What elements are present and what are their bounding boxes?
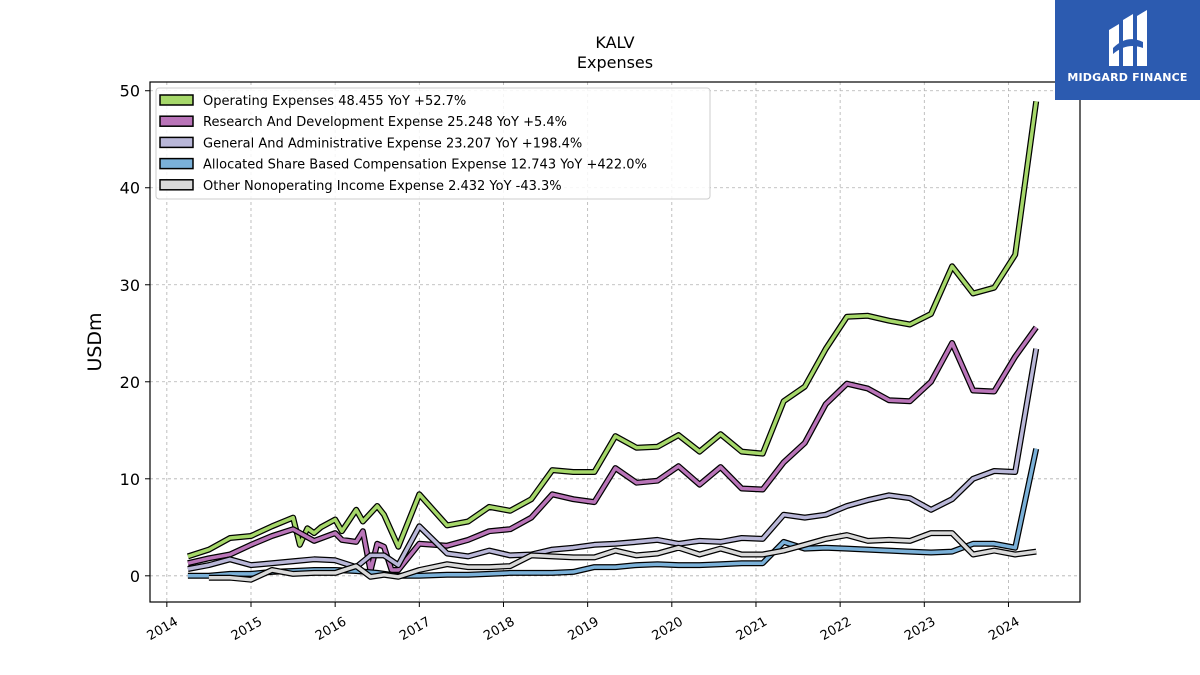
series-1 xyxy=(186,100,1040,560)
x-tick-label: 2024 xyxy=(986,614,1022,644)
y-axis-label: USDm xyxy=(84,312,106,371)
legend-label: Research And Development Expense 25.248 … xyxy=(203,115,567,130)
x-tick-label: 2017 xyxy=(397,614,433,644)
legend-item: Allocated Share Based Compensation Expen… xyxy=(159,157,647,173)
x-tick-label: 2020 xyxy=(650,614,686,644)
legend-label: Operating Expenses 48.455 YoY +52.7% xyxy=(203,94,466,109)
legend-swatch xyxy=(159,115,194,127)
x-axis: 2014 2015 2016 2017 2018 2019 2020 2021 2022 2023… xyxy=(145,602,1022,644)
x-tick-label: 2023 xyxy=(902,614,938,644)
series-line xyxy=(187,101,1038,559)
legend-label: Allocated Share Based Compensation Expen… xyxy=(203,158,647,173)
legend-label: General And Administrative Expense 23.20… xyxy=(203,136,582,151)
y-axis: 0 10 20 30 40 50 xyxy=(120,82,150,586)
legend-label: Other Nonoperating Income Expense 2.432 … xyxy=(203,179,562,194)
series-line xyxy=(187,348,1038,571)
x-tick-label: 2021 xyxy=(734,614,770,644)
y-tick-label: 50 xyxy=(120,82,140,101)
series-3 xyxy=(187,348,1040,572)
legend-swatch xyxy=(159,94,194,106)
series-5 xyxy=(208,530,1037,583)
series-line xyxy=(208,531,1037,582)
legend-swatch xyxy=(159,179,194,191)
series-2 xyxy=(187,325,1039,574)
legend-item: Other Nonoperating Income Expense 2.432 … xyxy=(159,179,562,194)
legend-frame xyxy=(155,87,711,200)
y-tick-label: 30 xyxy=(120,276,140,295)
series-layer xyxy=(186,100,1040,583)
y-tick-label: 10 xyxy=(120,470,140,489)
legend-swatch xyxy=(159,136,194,149)
y-tick-label: 20 xyxy=(120,373,140,392)
x-tick-label: 2019 xyxy=(565,614,601,644)
midgard-finance-logo: MIDGARD FINANCE xyxy=(1055,0,1200,100)
logo-brand-text: MIDGARD FINANCE xyxy=(1067,71,1188,84)
logo-mark-icon xyxy=(1109,10,1147,66)
x-tick-label: 2022 xyxy=(818,614,854,644)
chart-title: KALV xyxy=(595,33,634,52)
legend: Operating Expenses 48.455 YoY +52.7% Rese… xyxy=(155,87,711,200)
legend-swatch xyxy=(159,157,194,170)
x-tick-label: 2014 xyxy=(145,614,181,644)
plot-frame xyxy=(149,81,1081,603)
x-tick-label: 2018 xyxy=(481,614,517,644)
y-tick-label: 0 xyxy=(130,567,140,586)
y-tick-label: 40 xyxy=(120,179,140,198)
legend-item: Research And Development Expense 25.248 … xyxy=(159,115,567,130)
series-line xyxy=(187,326,1038,573)
x-tick-label: 2016 xyxy=(313,614,349,644)
x-tick-label: 2015 xyxy=(229,614,265,644)
chart-subtitle: Expenses xyxy=(577,53,653,72)
legend-item: General And Administrative Expense 23.20… xyxy=(159,136,582,151)
legend-item: Operating Expenses 48.455 YoY +52.7% xyxy=(159,94,466,109)
